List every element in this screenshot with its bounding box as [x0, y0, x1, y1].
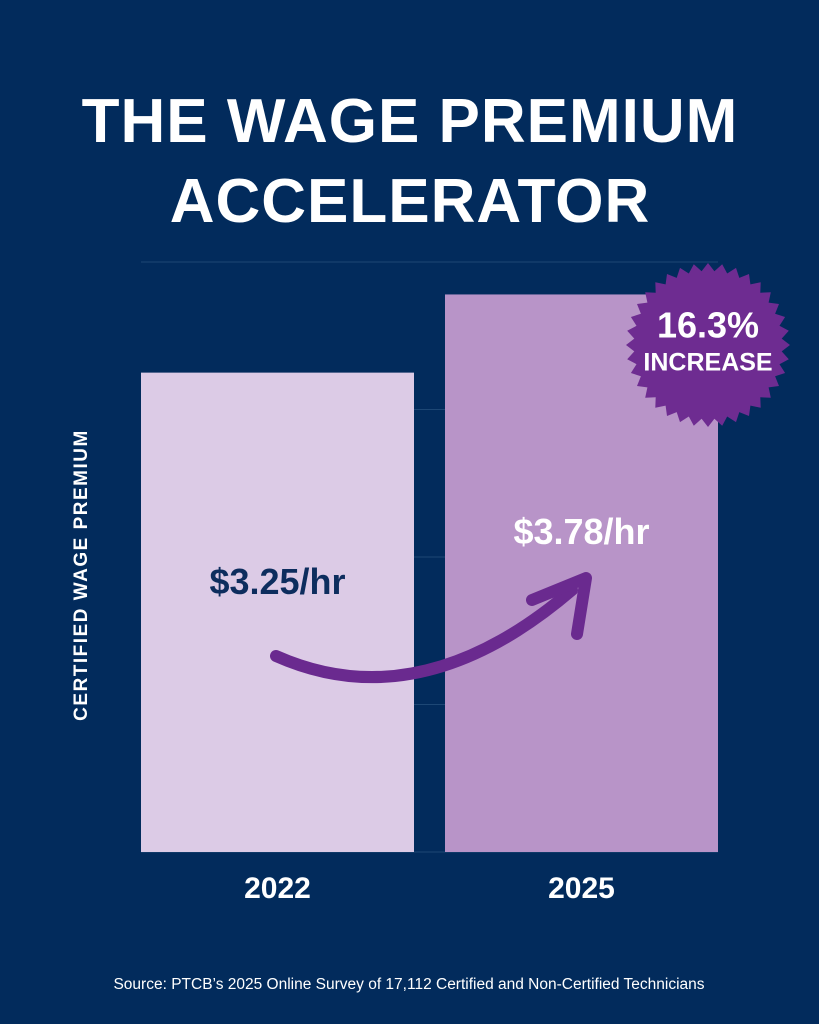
x-tick-label: 2022: [244, 872, 311, 905]
value-label: $3.25/hr: [209, 561, 345, 602]
source: Source: PTCB’s 2025 Online Survey of 17,…: [113, 976, 704, 993]
badge-label: INCREASE: [643, 349, 772, 377]
arrow: [270, 584, 578, 684]
y-axis-label: CERTIFIED WAGE PREMIUM: [71, 429, 92, 721]
arrow-head: [526, 572, 592, 640]
value-label: $3.78/hr: [513, 511, 649, 552]
chart-title: THE WAGE PREMIUM ACCELERATOR: [81, 87, 739, 236]
badge: [626, 263, 790, 427]
badge-value: 16.3%: [657, 305, 759, 346]
bar: [141, 372, 414, 852]
x-tick-label: 2025: [548, 872, 615, 905]
